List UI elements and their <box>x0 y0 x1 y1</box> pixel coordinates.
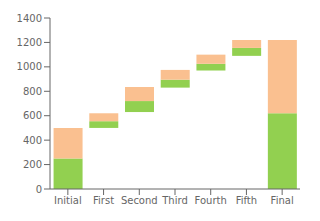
svg-text:1200: 1200 <box>17 37 42 48</box>
svg-text:1400: 1400 <box>17 13 42 24</box>
svg-text:600: 600 <box>23 110 42 121</box>
svg-text:Fourth: Fourth <box>195 195 227 206</box>
svg-text:800: 800 <box>23 86 42 97</box>
svg-text:1000: 1000 <box>17 61 42 72</box>
svg-text:Fifth: Fifth <box>236 195 257 206</box>
svg-text:0: 0 <box>36 184 42 195</box>
svg-text:200: 200 <box>23 159 42 170</box>
svg-text:Initial: Initial <box>54 195 82 206</box>
svg-text:Third: Third <box>161 195 188 206</box>
svg-text:400: 400 <box>23 135 42 146</box>
svg-text:Final: Final <box>271 195 294 206</box>
svg-text:Second: Second <box>121 195 158 206</box>
svg-text:First: First <box>93 195 114 206</box>
